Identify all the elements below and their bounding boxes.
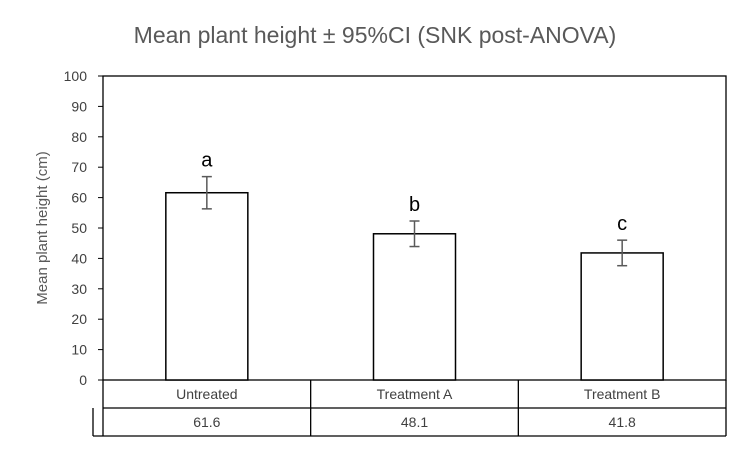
y-tick-label: 70 [71,159,87,175]
y-tick-label: 20 [71,311,87,327]
y-tick-label: 50 [71,220,87,236]
bar [580,252,664,381]
y-tick-label: 60 [71,190,87,206]
plot-area: 0 10 20 30 40 50 60 70 80 90 100 a Untreated 61.6 b Tre… [64,68,727,437]
category-label: Treatment B [584,386,661,402]
bar [165,191,249,381]
significance-letter: c [617,213,627,235]
table-value: 41.8 [609,414,636,430]
y-tick-label: 10 [71,342,87,358]
chart-title: Mean plant height ± 95%CI (SNK post-ANOV… [134,22,617,48]
bar [372,233,457,381]
y-tick-label: 30 [71,281,87,297]
y-axis-label: Mean plant height (cm) [34,151,51,304]
category-label: Treatment A [377,386,453,402]
y-tick-label: 0 [79,372,87,388]
significance-letter: a [201,150,213,172]
table-value: 48.1 [401,414,428,430]
y-tick-label: 100 [64,68,88,84]
y-tick-label: 40 [71,250,87,266]
significance-letter: b [409,194,420,216]
table-value: 61.6 [193,414,220,430]
y-tick-label: 90 [71,98,87,114]
category-label: Untreated [176,386,237,402]
y-tick-label: 80 [71,129,87,145]
